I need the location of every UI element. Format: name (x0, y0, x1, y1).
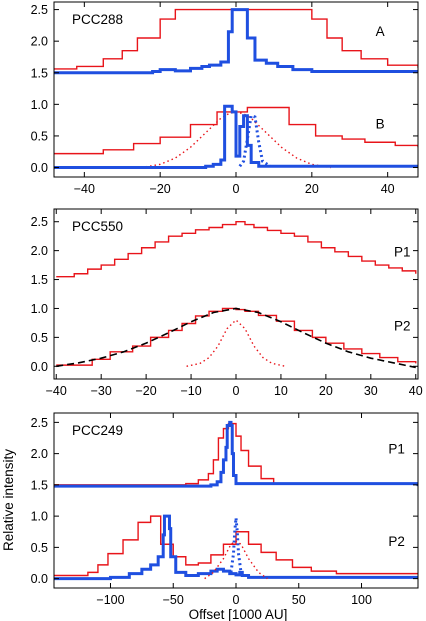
series-group (56, 221, 417, 369)
x-tick-label: −10 (180, 384, 201, 398)
y-tick-label: 0.5 (31, 129, 48, 143)
y-tick-label: 0.0 (31, 360, 48, 374)
x-tick-label: −100 (96, 593, 124, 607)
series-group (54, 420, 418, 581)
panel-title: PCC249 (72, 423, 123, 438)
series-red-dotted-line (186, 319, 286, 367)
y-tick-label: 1.5 (31, 478, 48, 492)
series-red-step-line (56, 307, 417, 366)
series-red-step-line (54, 106, 418, 155)
y-tick-label: 0.0 (31, 161, 48, 175)
panel-annotation: P1 (388, 442, 405, 457)
x-tick-label: 40 (409, 384, 423, 398)
y-tick-label: 2.5 (31, 3, 48, 17)
series-black-dashed-line (56, 307, 416, 369)
panel-1: 0.0 0.5 1.0 1.5 2.0 2.5 −40 −20 0 20 40 PCC288 A B (31, 1, 419, 196)
panel-annotation: P1 (394, 244, 411, 259)
y-tick-label: 2.5 (31, 416, 48, 430)
series-red-dotted-line (204, 540, 268, 580)
panel-title: PCC550 (72, 219, 123, 234)
x-tick-label: 100 (351, 593, 372, 607)
x-tick-label: 30 (364, 384, 378, 398)
x-axis-label: Offset [1000 AU] (189, 607, 288, 621)
series-blue-dotted-line (238, 113, 271, 168)
series-blue-step-line (54, 514, 418, 581)
panel-annotation: P2 (388, 534, 405, 549)
x-tick-label: −20 (150, 182, 171, 196)
y-tick-label: 2.0 (31, 244, 48, 258)
y-tick-label: 2.0 (31, 35, 48, 49)
x-tick-label: 0 (233, 182, 240, 196)
panel-annotation: B (376, 116, 385, 131)
panel-2: 0.0 0.5 1.0 1.5 2.0 2.5 −40 −30 −20 −10 0 10 20 30 40 P… (31, 208, 423, 398)
x-tick-label: 40 (381, 182, 395, 196)
series-blue-dotted-line (229, 517, 243, 573)
y-tick-label: 0.5 (31, 541, 48, 555)
x-tick-label: −40 (74, 182, 95, 196)
series-red-step-line (56, 221, 417, 278)
series-group (54, 8, 418, 170)
x-tick-label: −30 (91, 384, 112, 398)
series-blue-step-line (54, 104, 418, 170)
y-tick-label: 1.0 (31, 510, 48, 524)
y-tick-label: 2.5 (31, 215, 48, 229)
y-tick-label: 0.5 (31, 331, 48, 345)
x-tick-label: −40 (46, 384, 67, 398)
x-tick-label: −20 (136, 384, 157, 398)
series-blue-step-line (54, 420, 418, 488)
panel-title: PCC288 (72, 12, 123, 27)
y-tick-label: 1.0 (31, 98, 48, 112)
panel-3: 0.0 0.5 1.0 1.5 2.0 2.5 −100 −50 0 50 100 PCC249 P1 P… (31, 412, 419, 607)
series-blue-step-line (54, 8, 418, 75)
x-tick-label: 20 (305, 182, 319, 196)
y-tick-label: 1.5 (31, 66, 48, 80)
y-tick-label: 1.0 (31, 302, 48, 316)
panel-annotation: P2 (394, 318, 411, 333)
panel-annotation: A (376, 24, 385, 39)
y-tick-label: 2.0 (31, 447, 48, 461)
x-tick-label: 10 (274, 384, 288, 398)
series-red-step-line (54, 515, 418, 577)
x-tick-label: 20 (319, 384, 333, 398)
x-tick-label: 50 (292, 593, 306, 607)
x-tick-label: 0 (233, 593, 240, 607)
y-axis-label: Relative intensity (1, 449, 16, 551)
x-tick-label: −50 (163, 593, 184, 607)
x-tick-label: 0 (233, 384, 240, 398)
y-tick-label: 1.5 (31, 273, 48, 287)
y-tick-label: 0.0 (31, 572, 48, 586)
